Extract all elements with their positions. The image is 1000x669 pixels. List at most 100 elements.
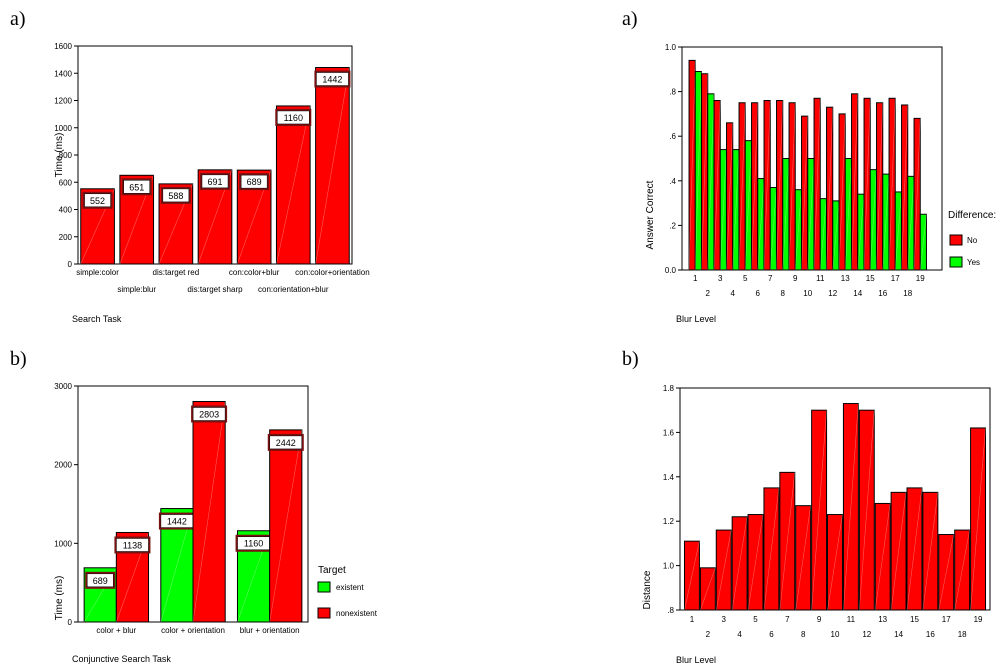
search-task-bar: [315, 67, 350, 265]
distance-bar: [795, 505, 812, 611]
distance-y-tick-label: 1.4: [663, 473, 675, 482]
distance-bar: [858, 409, 875, 611]
conjunctive-data-label: 1442: [167, 517, 187, 527]
search-task-y-tick-label: 800: [59, 151, 73, 160]
search-task-data-label: 651: [129, 182, 144, 192]
answer-correct-bar-yes: [907, 175, 915, 271]
conjunctive-category-label: color + blur: [96, 626, 136, 635]
answer-correct-bar-no: [888, 97, 896, 271]
distance-category-label: 2: [706, 630, 711, 639]
panel-label-bottom-left: b): [10, 348, 27, 370]
distance-y-tick-label: .8: [667, 606, 674, 615]
distance-y-tick-label: 1.6: [663, 428, 675, 437]
answer-correct-bar-no: [701, 73, 709, 271]
distance-bar: [683, 540, 700, 611]
conjunctive-legend-swatch: [317, 581, 331, 593]
answer-correct-bar-yes: [819, 198, 827, 271]
answer-correct-legend-label: Yes: [967, 258, 980, 267]
answer-correct-ylabel: Answer Correct: [645, 180, 656, 249]
answer-correct-bar-no: [751, 102, 759, 271]
answer-correct-bar-no: [776, 100, 784, 271]
distance-bar: [811, 409, 828, 611]
distance-bar: [954, 529, 971, 611]
answer-correct-legend-label: No: [967, 236, 978, 245]
answer-correct-bar-yes: [894, 191, 902, 271]
search-task-category-label: dis:target sharp: [187, 285, 243, 294]
answer-correct-bar-yes: [732, 149, 740, 271]
conjunctive-data-label: 1138: [123, 540, 142, 550]
distance-category-label: 7: [785, 615, 790, 624]
distance-ylabel: Distance: [642, 570, 653, 609]
distance-y-tick-label: 1.8: [663, 384, 675, 393]
distance-category-label: 15: [910, 615, 919, 624]
answer-correct-bar-yes: [794, 189, 802, 271]
distance-category-label: 9: [817, 615, 822, 624]
answer-correct-bar-no: [826, 106, 834, 271]
search-task-category-label: con:orientation+blur: [258, 285, 329, 294]
answer-correct-y-tick-label: .4: [669, 177, 676, 186]
distance-category-label: 5: [753, 615, 758, 624]
answer-correct-category-label: 6: [756, 289, 761, 298]
answer-correct-y-tick-label: .8: [669, 88, 676, 97]
answer-correct-bar-no: [838, 113, 846, 271]
distance-bar: [699, 567, 716, 611]
answer-correct-category-label: 15: [866, 274, 875, 283]
answer-correct-bar-no: [813, 97, 821, 271]
answer-correct-bar-yes: [782, 158, 790, 271]
answer-correct-bar-yes: [757, 178, 765, 271]
panel-label-top-left: a): [10, 8, 26, 30]
search-task-category-label: dis:target red: [153, 268, 200, 277]
answer-correct-bar-no: [738, 102, 746, 271]
conjunctive-y-tick-label: 0: [68, 618, 73, 627]
conjunctive-ylabel: Time (ms): [54, 576, 65, 621]
search-task-data-label: 1442: [322, 75, 342, 85]
answer-correct-bar-no: [913, 117, 921, 271]
answer-correct-y-tick-label: .6: [669, 132, 676, 141]
answer-correct-category-label: 14: [853, 289, 862, 298]
search-task-y-tick-label: 400: [59, 206, 73, 215]
distance-bar: [922, 491, 939, 611]
distance-xlabel: Blur Level: [676, 655, 716, 665]
answer-correct-category-label: 16: [878, 289, 887, 298]
distance-bar: [747, 514, 764, 611]
answer-correct-bar-yes: [707, 93, 715, 271]
answer-correct-bar-yes: [869, 169, 877, 271]
answer-correct-y-tick-label: 0.0: [665, 266, 677, 275]
answer-correct-bar-yes: [844, 158, 852, 271]
answer-correct-bar-no: [763, 100, 771, 271]
answer-correct-bar-no: [876, 102, 884, 271]
answer-correct-category-label: 11: [816, 274, 825, 283]
answer-correct-bar-no: [688, 59, 696, 271]
conjunctive-y-tick-label: 3000: [54, 382, 72, 391]
conjunctive-data-label: 1160: [244, 539, 263, 549]
search-task-data-label: 689: [247, 177, 262, 187]
distance-bar: [715, 529, 732, 611]
distance-bar: [827, 514, 843, 611]
search-task-y-tick-label: 200: [59, 233, 73, 242]
search-task-y-tick-label: 1000: [54, 124, 72, 133]
distance-category-label: 6: [769, 630, 774, 639]
answer-correct-category-label: 4: [731, 289, 736, 298]
distance-bar: [970, 427, 987, 611]
distance-bar: [842, 403, 859, 611]
distance-category-label: 17: [942, 615, 951, 624]
answer-correct-category-label: 17: [891, 274, 900, 283]
search-task-data-label: 691: [207, 177, 222, 187]
search-task-ylabel: Time (ms): [54, 133, 65, 178]
distance-bar: [938, 534, 955, 611]
distance-category-label: 13: [878, 615, 887, 624]
search-task-data-label: 1160: [284, 113, 303, 123]
answer-correct-xlabel: Blur Level: [676, 314, 716, 324]
search-task-data-label: 588: [168, 191, 183, 201]
conjunctive-legend-title: Target: [318, 565, 346, 576]
answer-correct-category-label: 2: [706, 289, 711, 298]
answer-correct-bar-yes: [832, 200, 840, 271]
answer-correct-category-label: 19: [916, 274, 925, 283]
distance-category-label: 8: [801, 630, 806, 639]
conjunctive-data-label: 2442: [276, 438, 296, 448]
search-task-category-label: con:color+blur: [229, 268, 280, 277]
answer-correct-bar-no: [788, 102, 796, 271]
search-task-y-tick-label: 1600: [54, 42, 72, 51]
answer-correct-bar-no: [801, 115, 809, 271]
